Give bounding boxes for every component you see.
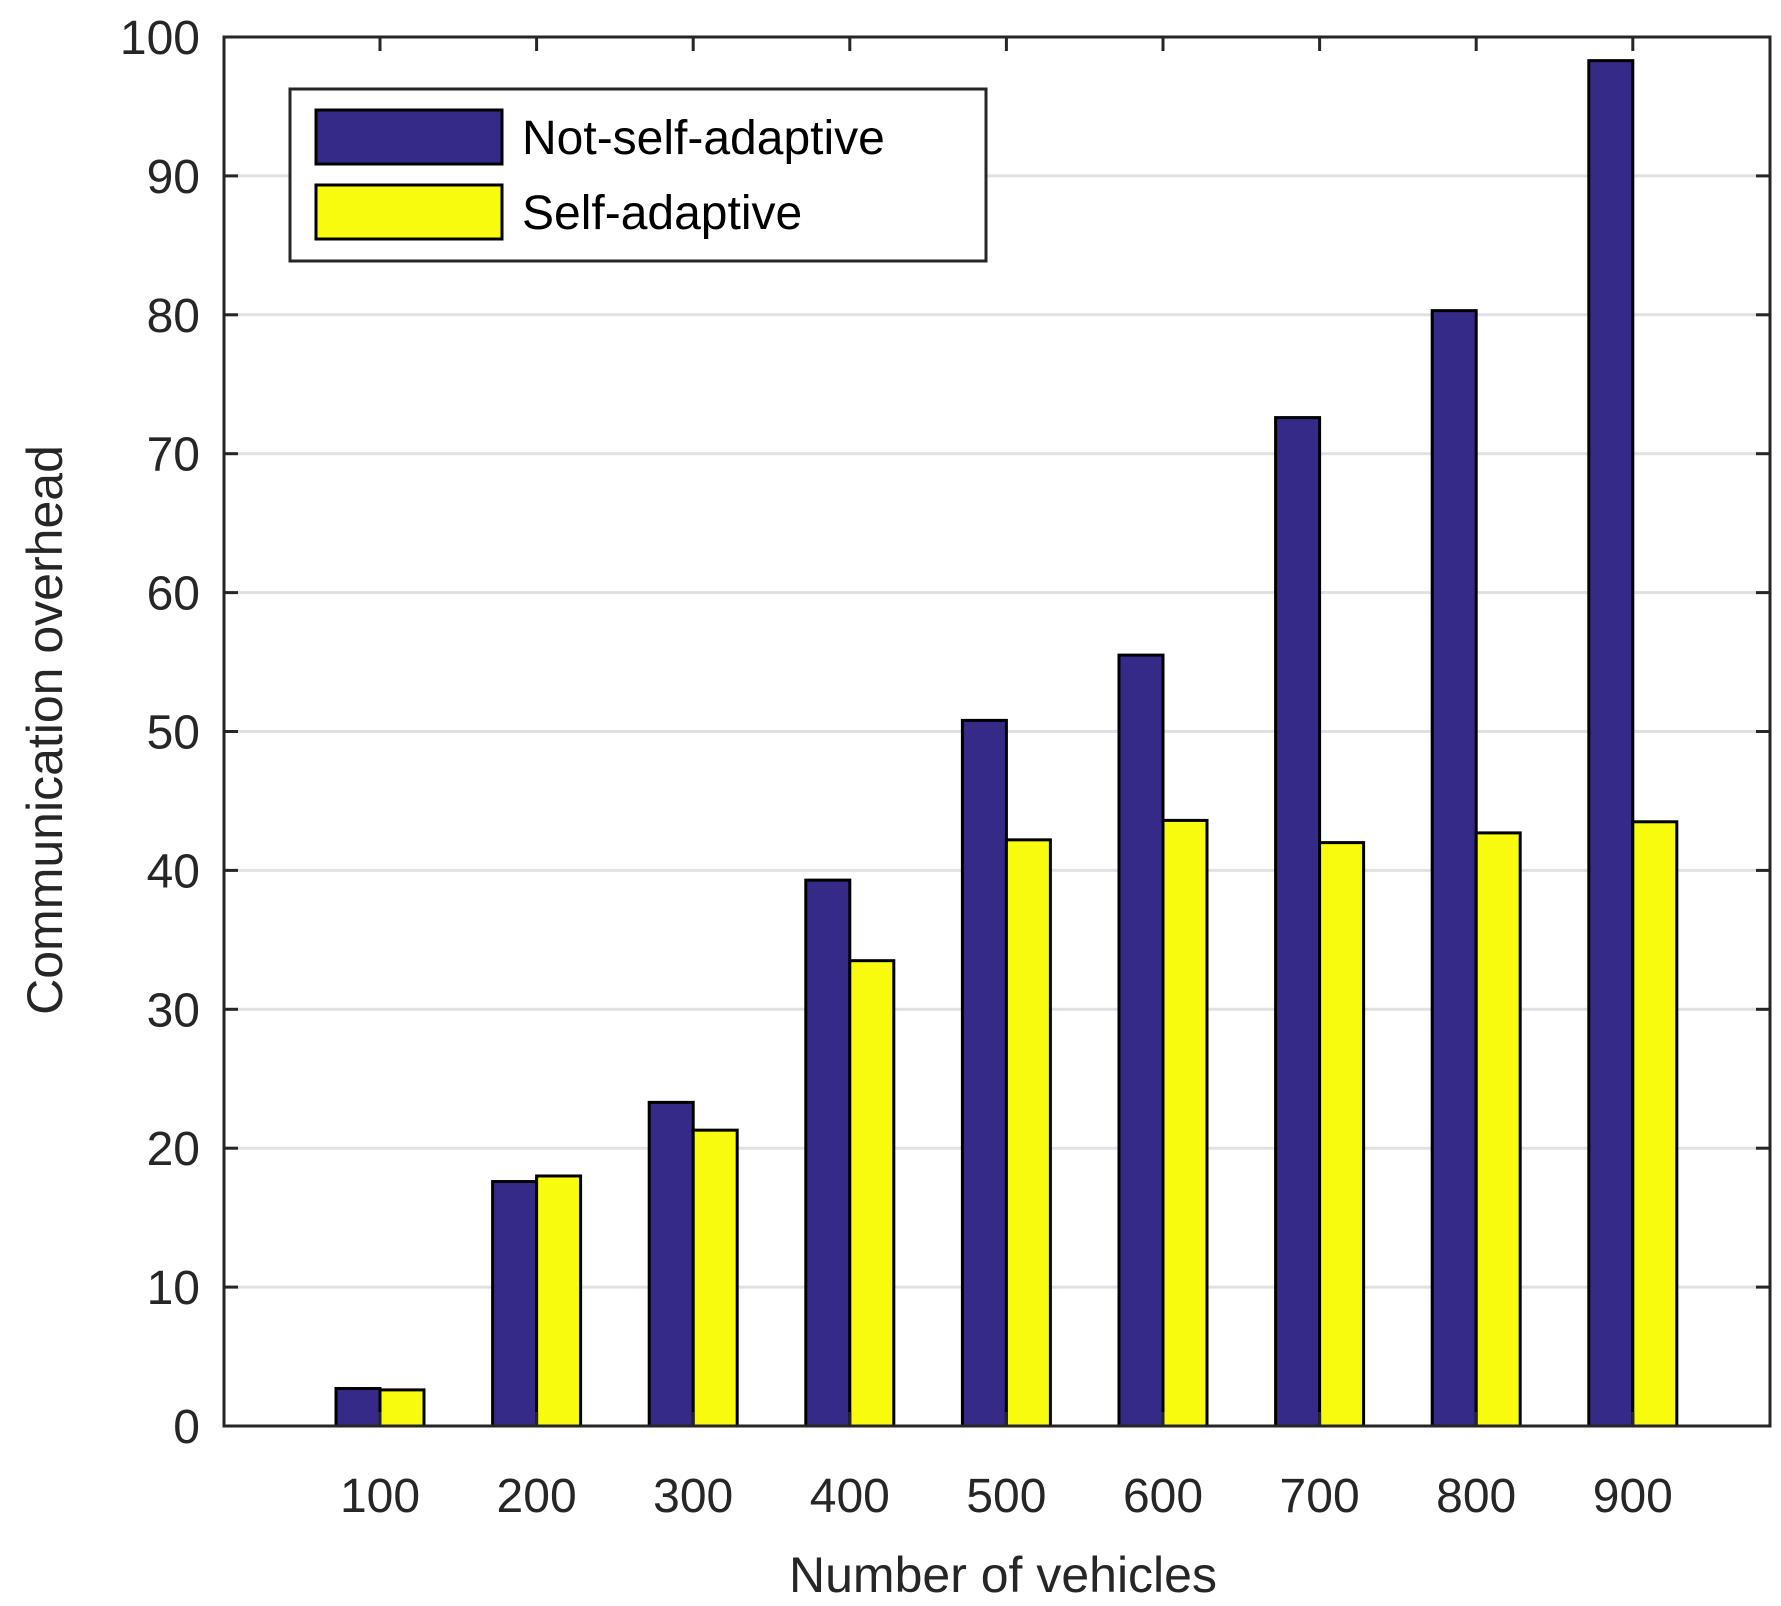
y-tick-label: 30 [147, 984, 200, 1037]
x-tick-label: 900 [1593, 1470, 1673, 1523]
bar-not-self-adaptive-500 [960, 718, 1008, 1428]
bar-self-adaptive-300 [691, 1128, 739, 1428]
x-tick-label: 200 [497, 1470, 577, 1523]
x-tick-label: 100 [340, 1470, 420, 1523]
y-tick-label: 70 [147, 429, 200, 482]
y-tick-label: 80 [147, 290, 200, 343]
legend-swatch-self-adaptive [314, 183, 504, 241]
legend: Not-self-adaptive Self-adaptive [288, 87, 988, 263]
y-tick-label: 40 [147, 845, 200, 898]
y-tick-label: 50 [147, 707, 200, 760]
y-tick-label: 20 [147, 1123, 200, 1176]
x-tick-label: 600 [1123, 1470, 1203, 1523]
x-tick-label: 300 [653, 1470, 733, 1523]
y-tick-label: 100 [120, 12, 200, 65]
bar-self-adaptive-200 [535, 1174, 583, 1428]
bar-self-adaptive-900 [1631, 820, 1679, 1428]
bar-not-self-adaptive-300 [647, 1100, 695, 1428]
bar-not-self-adaptive-100 [334, 1386, 382, 1428]
bar-not-self-adaptive-800 [1430, 309, 1478, 1428]
bar-not-self-adaptive-600 [1117, 653, 1165, 1428]
x-tick-label: 400 [810, 1470, 890, 1523]
bar-not-self-adaptive-200 [491, 1180, 539, 1428]
x-axis-label: Number of vehicles [789, 1547, 1217, 1603]
legend-swatch-not-self-adaptive [314, 108, 504, 166]
bar-self-adaptive-500 [1004, 838, 1052, 1428]
y-tick-label: 60 [147, 568, 200, 621]
bar-self-adaptive-600 [1161, 818, 1209, 1428]
bars [334, 59, 1679, 1428]
x-tick-label: 700 [1280, 1470, 1360, 1523]
legend-label-not-self-adaptive: Not-self-adaptive [522, 112, 885, 165]
y-tick-label: 10 [147, 1262, 200, 1315]
x-tick-label: 800 [1436, 1470, 1516, 1523]
bar-self-adaptive-700 [1318, 841, 1366, 1428]
x-tick-label: 500 [966, 1470, 1046, 1523]
bar-not-self-adaptive-900 [1587, 59, 1635, 1428]
bar-self-adaptive-400 [848, 959, 896, 1428]
x-axis-ticks: 100 200 300 400 500 600 700 800 900 [340, 37, 1673, 1523]
bar-not-self-adaptive-400 [804, 878, 852, 1428]
bar-not-self-adaptive-700 [1274, 416, 1322, 1428]
legend-label-self-adaptive: Self-adaptive [522, 187, 802, 240]
y-axis-label: Communication overhead [17, 445, 73, 1015]
bar-self-adaptive-100 [378, 1388, 426, 1428]
y-tick-label: 90 [147, 151, 200, 204]
y-tick-label: 0 [173, 1401, 200, 1454]
y-axis-ticks: 0 10 20 30 40 50 60 70 80 90 100 [120, 12, 1770, 1454]
bar-self-adaptive-800 [1474, 831, 1522, 1428]
